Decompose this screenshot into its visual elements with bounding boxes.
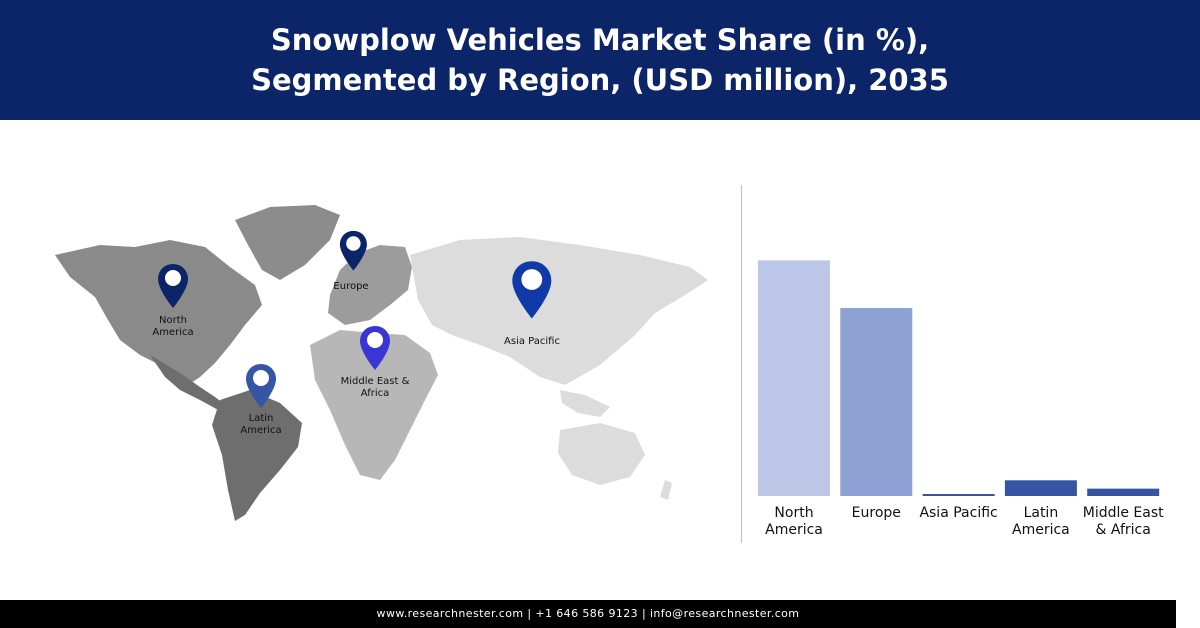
- latin-america-pin-icon: [246, 364, 276, 408]
- bar-2: [922, 494, 995, 496]
- africa-shape: [310, 330, 438, 480]
- north-america-pin-label: North America: [152, 315, 194, 338]
- asia-pacific-pin-icon: [512, 261, 552, 319]
- x-tick-label-3: Latin America: [1012, 505, 1070, 538]
- chart-title-line-1: Snowplow Vehicles Market Share (in %),: [270, 23, 930, 57]
- bar-0: [758, 260, 830, 496]
- latin-america-pin-label: Latin America: [240, 413, 282, 436]
- middle-east-africa-pin-label: Middle East & Africa: [340, 376, 410, 399]
- asia-pacific-pin-label: Asia Pacific: [504, 336, 560, 347]
- central-america-shape: [150, 355, 228, 411]
- north-america-pin-icon: [158, 264, 188, 308]
- australia-shape: [558, 423, 645, 485]
- footer-contact: www.researchnester.com | +1 646 586 9123…: [0, 600, 1176, 628]
- chart-divider: [741, 185, 742, 543]
- bar-4: [1087, 488, 1160, 496]
- world-map: North America Europe Asia Pacific Middle Ea…: [40, 185, 730, 535]
- europe-pin-label: Europe: [333, 281, 369, 292]
- new-zealand-shape: [660, 480, 672, 500]
- x-tick-label-4: Middle East & Africa: [1082, 505, 1164, 538]
- bar-3: [1004, 480, 1077, 496]
- se-asia-shape: [560, 390, 610, 417]
- europe-pin-icon: [339, 230, 367, 271]
- greenland-shape: [235, 205, 340, 280]
- chart-title-line-2: Segmented by Region, (USD million), 2035: [251, 63, 949, 97]
- north-america-shape: [55, 240, 262, 385]
- bar-1: [840, 307, 913, 496]
- asia-shape: [410, 237, 708, 385]
- bar-chart: North America Europe Asia Pacific Latin Ame…: [742, 185, 1182, 555]
- x-tick-label-0: North America: [765, 505, 823, 538]
- south-america-shape: [212, 390, 302, 521]
- x-tick-label-2: Asia Pacific: [919, 505, 998, 521]
- header-banner: Snowplow Vehicles Market Share (in %), S…: [0, 0, 1200, 120]
- bar-chart-plot: [758, 260, 1160, 496]
- middle-east-africa-pin-icon: [360, 326, 390, 370]
- x-tick-label-1: Europe: [851, 505, 901, 521]
